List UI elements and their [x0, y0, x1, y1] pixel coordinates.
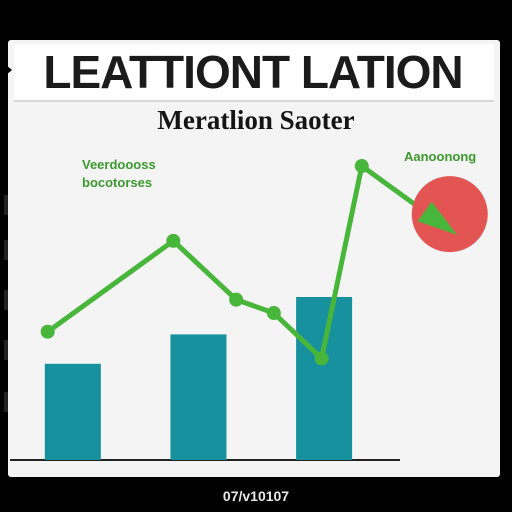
bar-series	[44, 296, 353, 460]
left-annotation: Veerdoooss bocotorses	[82, 156, 192, 192]
title-bar	[14, 44, 494, 102]
bar	[296, 296, 353, 460]
bar	[44, 363, 101, 460]
right-annotation: Aanoonong	[404, 149, 477, 164]
highlight-marker	[411, 176, 488, 253]
left-annotation-line-1: Veerdoooss	[82, 157, 156, 172]
y-axis-tick	[4, 290, 8, 310]
arrowhead-icon	[417, 201, 458, 235]
left-annotation-line-2: bocotorses	[82, 175, 153, 190]
line-point	[229, 292, 244, 307]
y-axis-ticks	[4, 195, 8, 412]
chart-subtitle: Meratlion Saoter	[157, 105, 355, 135]
line-point	[40, 324, 55, 339]
arrow-right-icon	[0, 60, 12, 80]
trend-line	[46, 163, 427, 361]
line-point	[314, 351, 329, 366]
chart-title: LEATTIONT LATION	[43, 46, 463, 98]
y-axis-tick	[4, 340, 8, 360]
line-point	[354, 159, 369, 174]
trend-points	[40, 159, 369, 366]
y-axis-tick	[4, 195, 8, 215]
y-axis-tick	[4, 392, 8, 412]
footer-caption: 07/v10107	[222, 488, 290, 504]
bar	[170, 334, 227, 460]
line-point	[166, 233, 181, 248]
y-axis-tick	[4, 240, 8, 260]
line-point	[266, 306, 281, 321]
